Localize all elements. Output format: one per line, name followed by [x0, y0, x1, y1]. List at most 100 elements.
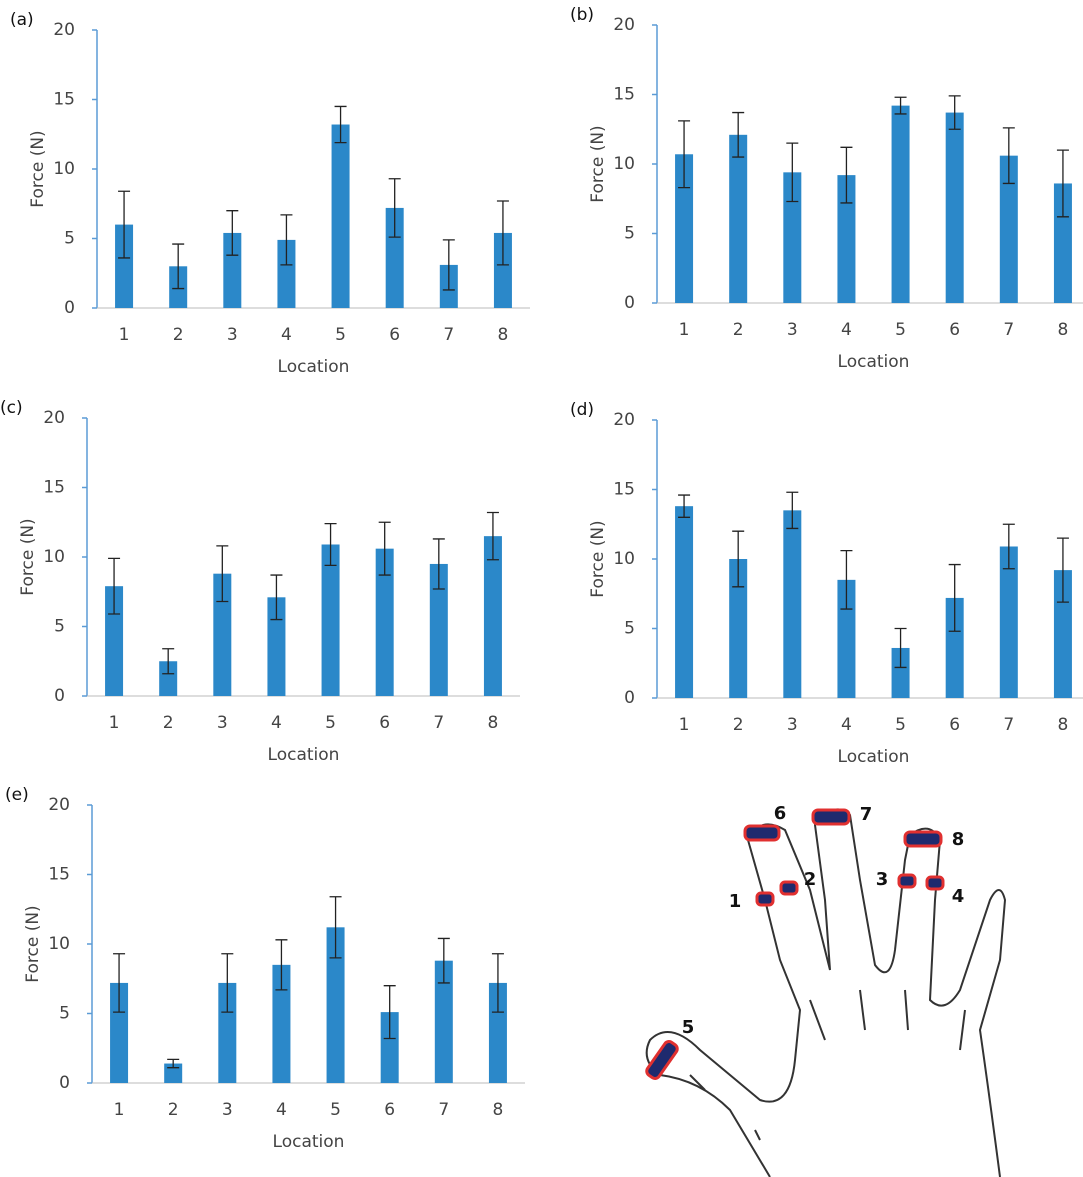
y-tick-label: 0	[64, 298, 75, 318]
x-tick-label: 1	[679, 715, 690, 735]
y-tick-label: 20	[613, 15, 635, 35]
y-tick-label: 10	[48, 934, 70, 954]
y-tick-label: 10	[613, 549, 635, 569]
sensor	[813, 810, 849, 824]
sensor	[745, 826, 779, 840]
x-tick-label: 6	[949, 320, 960, 340]
panel-label: (e)	[5, 785, 29, 805]
x-tick-label: 5	[895, 715, 906, 735]
y-tick-label: 20	[43, 408, 65, 428]
hand-label: 7	[860, 804, 873, 825]
bar	[332, 125, 350, 308]
y-tick-label: 0	[54, 686, 65, 706]
y-axis-title: Force (N)	[588, 125, 608, 202]
y-tick-label: 5	[54, 617, 65, 637]
x-tick-label: 6	[384, 1100, 395, 1120]
bar	[783, 510, 801, 698]
y-tick-label: 20	[613, 410, 635, 430]
x-tick-label: 8	[1058, 715, 1069, 735]
x-axis-title: Location	[838, 352, 910, 372]
y-tick-label: 15	[613, 480, 635, 500]
x-tick-label: 2	[168, 1100, 179, 1120]
y-axis-title: Force (N)	[18, 518, 38, 595]
hand-diagram	[645, 809, 1005, 1177]
x-tick-label: 2	[733, 320, 744, 340]
bar	[892, 106, 910, 303]
x-tick-label: 4	[281, 325, 292, 345]
hand-label: 4	[952, 886, 965, 907]
y-tick-label: 10	[43, 547, 65, 567]
x-axis-title: Location	[268, 745, 340, 765]
y-tick-label: 10	[613, 154, 635, 174]
x-tick-label: 8	[1058, 320, 1069, 340]
hand-label: 8	[952, 829, 965, 850]
x-tick-label: 4	[841, 715, 852, 735]
x-tick-label: 2	[733, 715, 744, 735]
x-tick-label: 8	[493, 1100, 504, 1120]
y-tick-label: 15	[613, 85, 635, 105]
y-tick-label: 5	[624, 619, 635, 639]
x-tick-label: 4	[271, 713, 282, 733]
hand-outline	[647, 809, 1005, 1177]
hand-crease	[690, 990, 965, 1140]
x-tick-label: 7	[1003, 715, 1014, 735]
y-tick-label: 0	[59, 1073, 70, 1093]
x-tick-label: 7	[433, 713, 444, 733]
hand-label: 3	[876, 869, 889, 890]
panel-label: (b)	[570, 5, 594, 25]
y-axis-title: Force (N)	[28, 130, 48, 207]
x-tick-label: 3	[787, 715, 798, 735]
panel-label: (a)	[10, 10, 34, 30]
y-tick-label: 20	[53, 20, 75, 40]
hand-label: 2	[804, 869, 817, 890]
sensor	[781, 882, 797, 894]
x-tick-label: 6	[379, 713, 390, 733]
panel-label: (d)	[570, 400, 594, 420]
y-tick-label: 5	[64, 229, 75, 249]
hand-label: 6	[774, 803, 787, 824]
chart-panel: (c)Force (N)Location0510152012345678	[0, 398, 520, 765]
hand-label: 5	[682, 1017, 695, 1038]
sensor	[757, 893, 773, 905]
y-tick-label: 20	[48, 795, 70, 815]
x-tick-label: 1	[679, 320, 690, 340]
y-axis-title: Force (N)	[588, 520, 608, 597]
y-tick-label: 10	[53, 159, 75, 179]
x-tick-label: 2	[173, 325, 184, 345]
x-tick-label: 1	[114, 1100, 125, 1120]
y-tick-label: 0	[624, 688, 635, 708]
x-tick-label: 3	[227, 325, 238, 345]
hand-label: 1	[729, 891, 742, 912]
sensor	[927, 877, 943, 889]
bar	[322, 544, 340, 696]
y-tick-label: 15	[53, 90, 75, 110]
panel-label: (c)	[0, 398, 23, 418]
y-tick-label: 5	[624, 224, 635, 244]
x-tick-label: 8	[488, 713, 499, 733]
chart-panel: (d) Force (N) Location 0 5 10 15 20 1 2 3 4 5 6 7 8	[570, 400, 1083, 767]
figure: 1 2 3 4 5 6 7 8 (a)Force (N)Location0510…	[0, 0, 1083, 1177]
x-tick-label: 8	[498, 325, 509, 345]
y-tick-label: 15	[48, 865, 70, 885]
x-tick-label: 2	[163, 713, 174, 733]
sensor	[905, 832, 941, 846]
x-tick-label: 5	[325, 713, 336, 733]
x-tick-label: 7	[1003, 320, 1014, 340]
y-tick-label: 5	[59, 1004, 70, 1024]
y-axis-title: Force (N)	[23, 905, 43, 982]
x-tick-label: 5	[330, 1100, 341, 1120]
bar	[675, 506, 693, 698]
y-tick-label: 15	[43, 478, 65, 498]
bar	[946, 113, 964, 303]
x-tick-label: 3	[217, 713, 228, 733]
x-tick-label: 1	[119, 325, 130, 345]
x-tick-label: 6	[949, 715, 960, 735]
x-axis-title: Location	[838, 747, 910, 767]
x-tick-label: 7	[438, 1100, 449, 1120]
sensor	[645, 1040, 679, 1081]
x-tick-label: 6	[389, 325, 400, 345]
x-axis-title: Location	[273, 1132, 345, 1152]
